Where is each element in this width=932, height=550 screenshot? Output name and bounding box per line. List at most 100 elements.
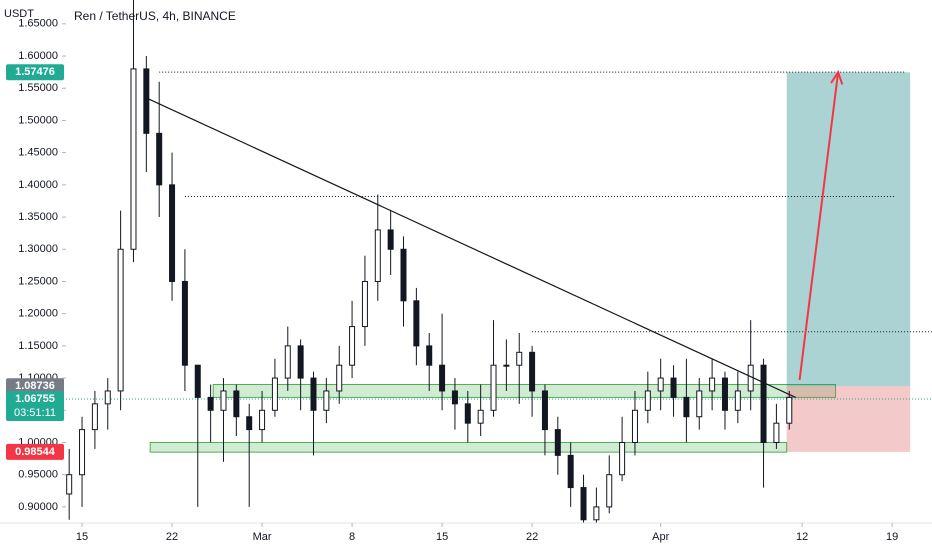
price-label-box <box>6 64 64 81</box>
y-tick-label: 1.65000 <box>18 18 58 30</box>
y-tick-label: 1.60000 <box>18 50 58 62</box>
support-zone <box>149 441 788 453</box>
price-label-box <box>6 443 64 460</box>
candle-body <box>349 326 356 366</box>
candle-body <box>657 377 664 392</box>
y-tick-label: 0.90000 <box>18 501 58 513</box>
y-tick-label: 1.45000 <box>18 147 58 159</box>
candle-body <box>503 364 510 367</box>
candle-body <box>464 403 471 424</box>
y-tick-label: 1.50000 <box>18 114 58 126</box>
candle-body <box>567 454 574 489</box>
x-tick-label: 22 <box>166 531 178 543</box>
candle-body <box>683 396 690 418</box>
price-label-box <box>6 390 64 421</box>
candle-body <box>670 377 677 398</box>
candle-body <box>169 184 176 282</box>
candle-body <box>310 377 317 411</box>
candle-body <box>259 409 266 431</box>
price-axis <box>0 0 66 523</box>
candle-body <box>580 487 587 521</box>
countdown: 03:51:11 <box>14 407 56 419</box>
y-tick-label: 1.35000 <box>18 211 58 223</box>
candle-body <box>374 229 381 282</box>
y-tick-label: 0.95000 <box>18 469 58 481</box>
candle-body <box>361 280 368 328</box>
loss-zone <box>786 386 911 452</box>
candle-body <box>734 390 741 411</box>
y-tick-label: 1.40000 <box>18 179 58 191</box>
arrow <box>798 72 840 381</box>
arrow-head <box>830 69 844 85</box>
candle-body <box>721 377 728 411</box>
candle-body <box>631 409 638 443</box>
y-tick-label: 1.30000 <box>18 243 58 255</box>
candle-body <box>439 364 446 392</box>
candle-body <box>593 506 600 521</box>
candle-body <box>130 68 137 250</box>
candle-body <box>194 364 201 398</box>
x-tick-label: Apr <box>652 531 669 543</box>
candle-body <box>271 377 278 411</box>
candle-body <box>490 364 497 411</box>
candle-body <box>156 132 163 186</box>
price-label: 1.57476 <box>15 66 55 78</box>
candle-body <box>104 390 111 405</box>
candle-body <box>323 390 330 411</box>
candle-body <box>181 280 188 366</box>
candle-body <box>284 345 291 379</box>
x-tick-label: Mar <box>253 531 272 543</box>
candle-body <box>709 377 716 392</box>
candle-body <box>220 390 227 411</box>
chart-title: Ren / TetherUS, 4h, BINANCE <box>74 9 236 23</box>
candle-body <box>400 248 407 302</box>
candle-body <box>773 422 780 443</box>
candle-body <box>477 409 484 424</box>
y-tick-label: 1.55000 <box>18 82 58 94</box>
unit-label: USDT <box>4 8 34 20</box>
y-tick-label: 1.25000 <box>18 275 58 287</box>
y-tick-label: 1.15000 <box>18 340 58 352</box>
profit-zone <box>786 72 911 387</box>
candle-body <box>786 396 793 424</box>
candle-body <box>619 441 626 476</box>
candle-body <box>541 390 548 431</box>
candle-body <box>336 364 343 392</box>
price-label: 1.08736 <box>15 380 55 392</box>
x-tick-label: 15 <box>436 531 448 543</box>
support-zone <box>212 384 837 398</box>
candle-body <box>79 429 86 476</box>
x-tick-label: 8 <box>349 531 355 543</box>
price-label: 1.06755 <box>15 393 55 405</box>
price-label-box <box>6 378 64 395</box>
x-tick-label: 19 <box>886 531 898 543</box>
candle-body <box>426 345 433 366</box>
candle-body <box>760 364 767 443</box>
candle-body <box>143 68 150 134</box>
candle-body <box>696 390 703 418</box>
candle-body <box>451 390 458 405</box>
price-label: 0.98544 <box>15 446 56 458</box>
candle-body <box>554 429 561 456</box>
candle-body <box>117 248 124 392</box>
candle-body <box>246 416 253 431</box>
candle-body <box>606 474 613 508</box>
candle-body <box>529 351 536 392</box>
candle-body <box>233 390 240 418</box>
trendline <box>146 97 796 398</box>
candle-body <box>297 345 304 379</box>
candle-body <box>516 351 523 366</box>
candle-body <box>66 474 73 495</box>
candle-body <box>207 396 214 411</box>
candle-body <box>91 403 98 431</box>
y-tick-label: 1.20000 <box>18 308 58 320</box>
candle-body <box>413 300 420 347</box>
candle-body <box>644 390 651 411</box>
x-tick-label: 22 <box>526 531 538 543</box>
x-tick-label: 12 <box>796 531 808 543</box>
time-axis <box>0 523 932 550</box>
candle-body <box>387 229 394 250</box>
x-tick-label: 15 <box>76 531 88 543</box>
